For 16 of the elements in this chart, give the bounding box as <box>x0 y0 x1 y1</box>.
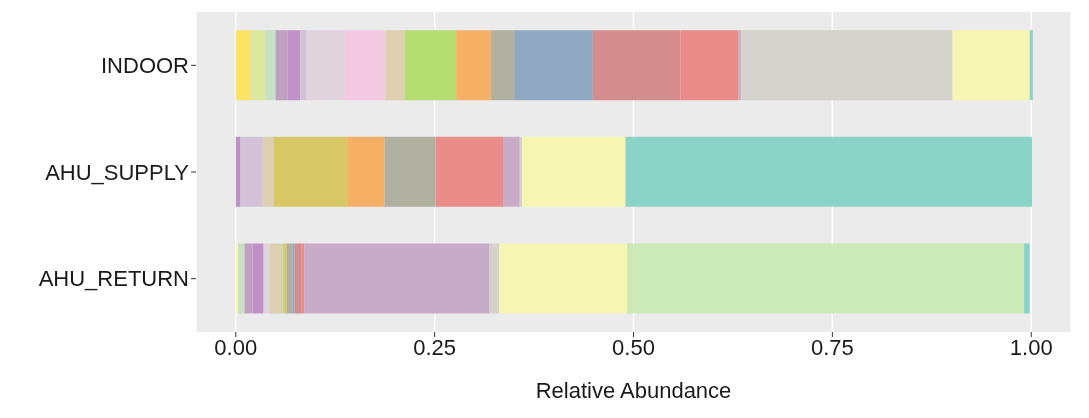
y-tick-label: INDOOR <box>101 53 189 79</box>
x-axis-title: Relative Abundance <box>535 378 732 403</box>
bar <box>273 136 348 207</box>
bar <box>344 30 386 101</box>
y-tick-label: AHU_RETURN <box>38 266 189 292</box>
bar <box>952 30 1030 101</box>
bar <box>235 30 251 101</box>
x-tick-label: 1.00 <box>1009 334 1053 360</box>
bar <box>627 243 1025 314</box>
y-tick-label: AHU_SUPPLY <box>45 159 190 185</box>
bar <box>1029 30 1033 101</box>
bar <box>250 30 266 101</box>
x-tick-label: 0.00 <box>214 334 258 360</box>
x-tick-label: 0.50 <box>612 334 655 360</box>
x-tick-label: 0.75 <box>810 334 854 360</box>
x-tick-label: 0.25 <box>413 334 457 360</box>
